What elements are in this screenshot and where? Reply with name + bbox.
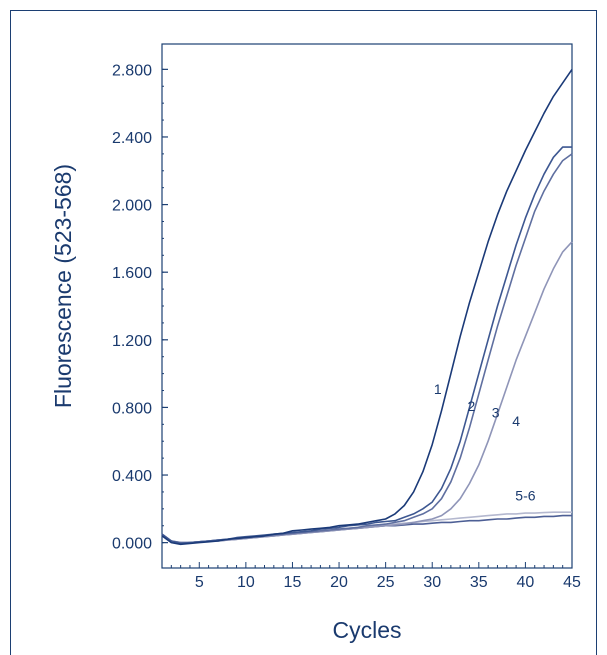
x-axis-title: Cycles	[332, 617, 401, 643]
x-tick-label: 40	[517, 574, 535, 591]
x-tick-label: 10	[237, 574, 255, 591]
y-tick-label: 0.000	[112, 536, 152, 553]
y-tick-label: 0.800	[112, 400, 152, 417]
x-tick-label: 5	[195, 574, 204, 591]
x-tick-label: 20	[330, 574, 348, 591]
figure-frame	[10, 10, 597, 655]
y-axis-title: Fluorescence (523-568)	[50, 164, 76, 408]
plot-area: 0.000 0.400 0.800 1.200 1.600 2.000 2.400 2.800…	[112, 43, 581, 591]
curve-label-2: 2	[467, 398, 475, 414]
y-tick-label: 2.000	[112, 198, 152, 215]
x-tick-label: 25	[377, 574, 395, 591]
curve-label-3: 3	[492, 405, 500, 421]
y-tick-label: 1.200	[112, 333, 152, 350]
x-tick-label: 15	[284, 574, 302, 591]
curve-label-5-6: 5-6	[515, 487, 535, 503]
x-tick-label: 35	[470, 574, 488, 591]
plot-frame	[161, 43, 573, 569]
series-line-4	[161, 241, 573, 544]
series-line-3	[161, 153, 573, 544]
series-line-1	[161, 68, 573, 546]
series-line-2	[161, 146, 572, 545]
curve-label-1: 1	[434, 381, 442, 397]
y-tick-label: 2.400	[112, 130, 152, 147]
y-tick-label: 0.400	[112, 468, 152, 485]
curve-label-4: 4	[512, 413, 520, 429]
y-tick-label: 1.600	[112, 265, 152, 282]
x-tick-label: 45	[563, 574, 581, 591]
y-tick-label: 2.800	[112, 62, 152, 79]
x-tick-label: 30	[423, 574, 441, 591]
